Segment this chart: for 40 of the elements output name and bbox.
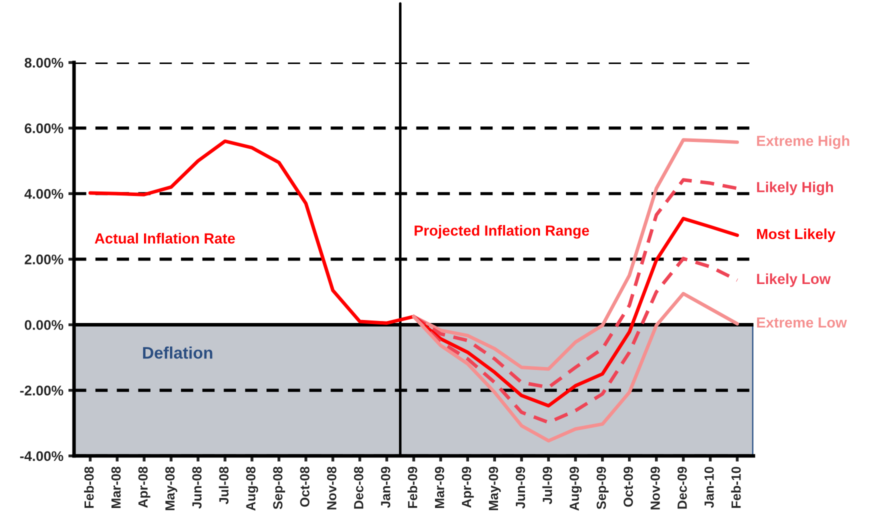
x-tick-label: Apr-08 <box>138 466 150 508</box>
series-label: Likely Low <box>757 273 831 287</box>
x-tick-label: Aug-08 <box>246 466 258 511</box>
x-tick-label: Feb-08 <box>84 466 94 508</box>
x-tick-label: Mar-09 <box>434 466 444 508</box>
y-tick-label: 2.00% <box>24 254 64 264</box>
series-label: Likely High <box>757 182 833 196</box>
band-label: Deflation <box>143 346 212 359</box>
y-tick-label: 8.00% <box>24 58 64 68</box>
y-tick-label: 0.00% <box>24 320 64 330</box>
y-tick-label: -2.00% <box>20 386 64 396</box>
y-tick-label: -4.00% <box>20 451 64 462</box>
x-tick-label: Jan-10 <box>704 466 714 508</box>
x-tick-label: Nov-09 <box>650 466 660 510</box>
x-tick-label: Jul-09 <box>542 466 552 504</box>
series-label: Extreme High <box>757 135 850 150</box>
x-tick-label: Oct-09 <box>624 466 633 507</box>
y-tick-label: 6.00% <box>24 123 64 134</box>
x-tick-label: Dec-08 <box>354 466 364 509</box>
annotation: Actual Inflation Rate <box>94 232 235 244</box>
x-tick-label: Jan-09 <box>380 466 390 508</box>
x-tick-label: Jul-08 <box>218 466 229 504</box>
x-tick-label: Feb-10 <box>731 466 741 508</box>
x-tick-label: Mar-08 <box>111 466 121 508</box>
series-label: Extreme Low <box>757 318 847 328</box>
x-tick-label: May-08 <box>165 466 178 510</box>
annotation: Projected Inflation Range <box>414 225 590 239</box>
series-label: Most Likely <box>757 228 836 242</box>
x-tick-label: Jun-08 <box>192 466 202 509</box>
x-tick-label: Sep-08 <box>273 466 286 510</box>
x-tick-label: May-09 <box>488 466 501 510</box>
x-tick-label: Sep-09 <box>596 466 609 510</box>
x-tick-label: Jun-09 <box>516 466 526 509</box>
y-tick-label: 4.00% <box>24 188 64 199</box>
x-tick-label: Apr-09 <box>462 466 474 508</box>
x-tick-label: Feb-09 <box>408 466 418 508</box>
x-tick-label: Dec-09 <box>678 466 687 509</box>
x-tick-label: Aug-09 <box>570 466 582 511</box>
x-tick-label: Oct-08 <box>300 466 310 507</box>
x-tick-label: Nov-08 <box>327 466 336 510</box>
